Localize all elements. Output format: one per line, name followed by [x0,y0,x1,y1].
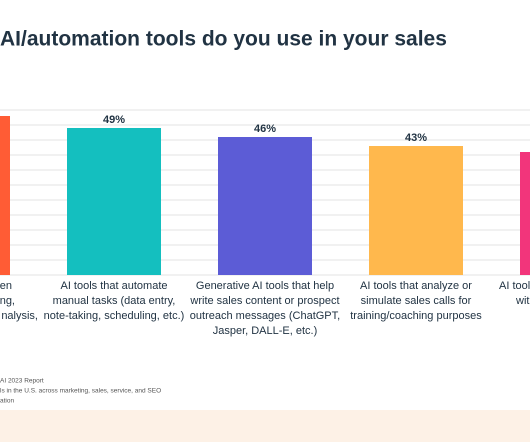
value-label: 43% [405,132,427,144]
x-tick-label: manual tasks (data entry, [53,295,176,307]
x-tick-label: outreach messages (ChatGPT, [190,310,340,322]
bar [67,128,161,275]
x-tick-label: simulate sales calls for [361,295,472,307]
value-label: 46% [254,123,276,135]
x-tick-label: write sales content or prospect [189,295,339,307]
x-tick-label: wit [515,295,529,307]
chart-title: AI/automation tools do you use in your s… [0,28,447,51]
footer-band [0,410,530,442]
x-tick-label: driven [0,280,12,292]
bar [0,116,10,275]
bar [369,146,463,275]
x-tick-label: esting, [0,295,15,307]
x-tick-label: training/coaching purposes [350,310,482,322]
x-tick-label: Jasper, DALL-E, etc.) [213,325,318,337]
bar [218,137,312,275]
footer-text: ation [0,398,14,405]
footer-text: AI 2023 Report [0,378,44,385]
x-tick-label: AI tool [499,280,530,292]
x-tick-label: Generative AI tools that help [196,280,334,292]
footer-text: ls in the U.S. across marketing, sales, … [0,388,161,395]
x-tick-label: AI tools that automate [60,280,167,292]
x-tick-label: nalysis, [1,310,38,322]
x-tick-label: AI tools that analyze or [360,280,472,292]
value-label: 49% [103,114,125,126]
x-tick-label: note-taking, scheduling, etc.) [44,310,185,322]
bar [520,152,530,275]
